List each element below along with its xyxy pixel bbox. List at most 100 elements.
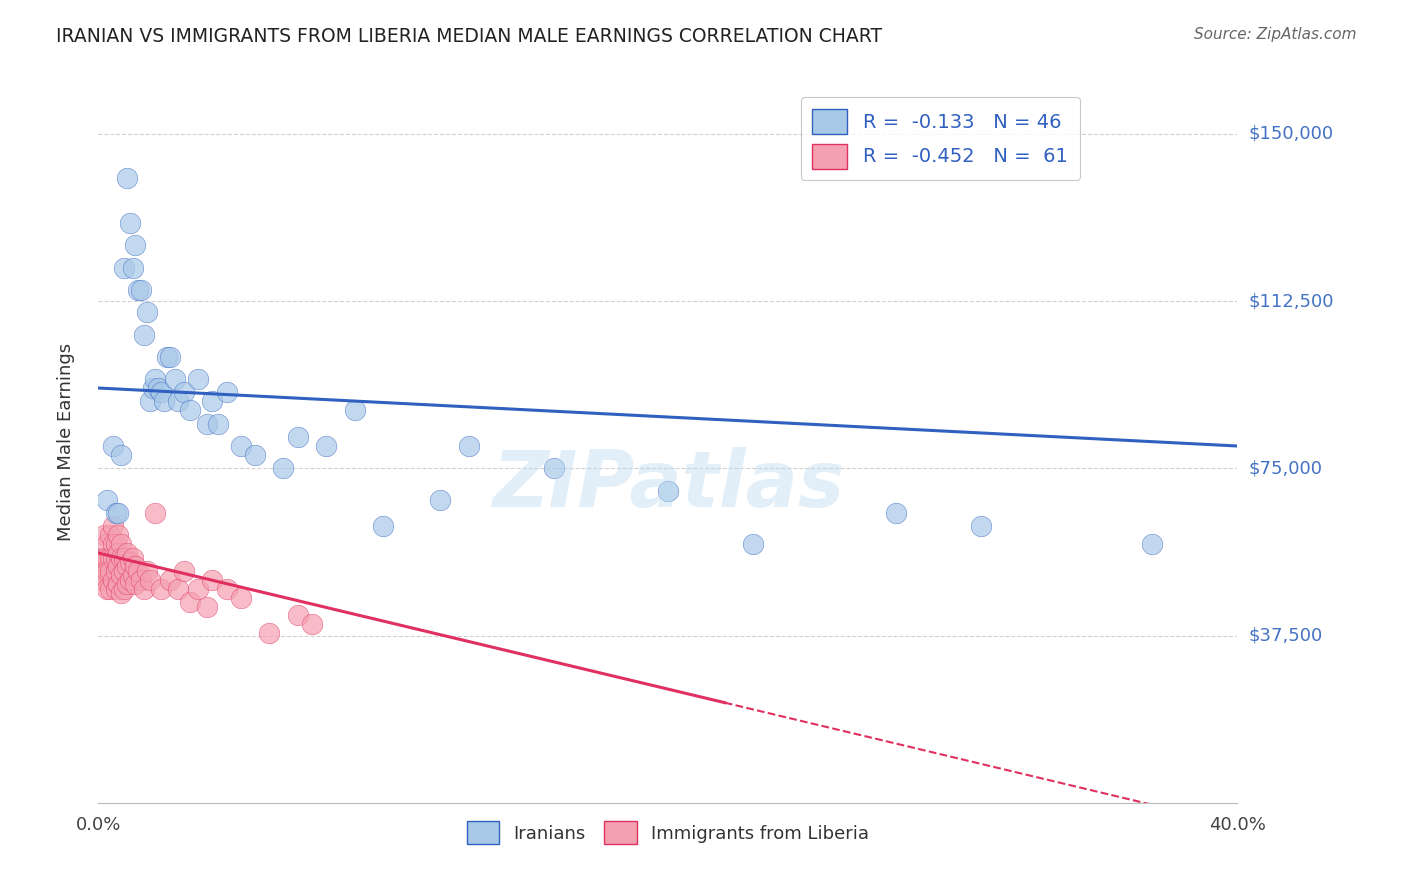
Point (138, 573, 160, 587)
Point (115, 577, 138, 591)
Point (121, 260, 143, 275)
Point (124, 559, 146, 574)
Point (93, 528, 115, 542)
Point (101, 550, 124, 565)
Point (742, 537, 765, 551)
Point (243, 448, 266, 462)
Point (112, 550, 135, 565)
Point (159, 573, 181, 587)
Point (104, 582, 127, 596)
Point (104, 506, 127, 520)
Point (187, 582, 209, 596)
Point (132, 327, 155, 342)
Text: IRANIAN VS IMMIGRANTS FROM LIBERIA MEDIAN MALE EARNINGS CORRELATION CHART: IRANIAN VS IMMIGRANTS FROM LIBERIA MEDIA… (56, 27, 883, 45)
Point (173, 385, 195, 400)
Point (98, 582, 121, 596)
Point (159, 350, 181, 364)
Point (156, 350, 179, 364)
Point (135, 305, 157, 319)
Point (115, 559, 138, 574)
Point (121, 550, 143, 565)
Point (273, 461, 295, 475)
Point (167, 394, 190, 409)
Point (118, 555, 141, 569)
Point (150, 582, 173, 596)
Point (229, 439, 252, 453)
Point (107, 577, 129, 591)
Point (107, 559, 129, 574)
Point (141, 381, 163, 395)
Point (93, 550, 115, 565)
Point (138, 394, 160, 409)
Point (259, 626, 281, 640)
Point (101, 537, 124, 551)
Point (93, 573, 115, 587)
Point (195, 599, 218, 614)
Point (201, 573, 224, 587)
Point (229, 591, 252, 605)
Point (101, 439, 124, 453)
Point (429, 492, 451, 507)
Point (98, 550, 121, 565)
Point (187, 372, 209, 386)
Point (195, 417, 218, 431)
Point (96, 537, 118, 551)
Point (457, 439, 479, 453)
Point (112, 582, 135, 596)
Point (112, 564, 135, 578)
Point (207, 417, 229, 431)
Point (179, 595, 201, 609)
Point (98, 528, 121, 542)
Point (165, 372, 187, 386)
Point (118, 216, 141, 230)
Text: $75,000: $75,000 (1249, 459, 1323, 477)
Point (201, 394, 224, 409)
Point (343, 403, 366, 417)
Point (153, 394, 176, 409)
Point (215, 385, 238, 400)
Point (118, 573, 141, 587)
Point (135, 564, 157, 578)
Point (287, 608, 309, 623)
Point (148, 381, 170, 395)
Point (301, 617, 323, 632)
Point (101, 519, 124, 533)
Point (101, 573, 124, 587)
Point (129, 573, 152, 587)
Point (98, 564, 121, 578)
Point (110, 448, 132, 462)
Point (90, 550, 112, 565)
Point (121, 568, 143, 582)
Point (104, 550, 127, 565)
Point (287, 430, 309, 444)
Point (110, 586, 132, 600)
Point (107, 546, 129, 560)
Point (145, 506, 167, 520)
Point (124, 577, 146, 591)
Point (132, 582, 155, 596)
Point (150, 385, 173, 400)
Point (145, 372, 167, 386)
Point (1140, 537, 1163, 551)
Point (124, 238, 146, 252)
Point (104, 537, 127, 551)
Point (110, 568, 132, 582)
Point (107, 528, 129, 542)
Y-axis label: Median Male Earnings: Median Male Earnings (56, 343, 75, 541)
Point (96, 564, 118, 578)
Point (115, 546, 138, 560)
Text: Source: ZipAtlas.com: Source: ZipAtlas.com (1194, 27, 1357, 42)
Point (657, 483, 679, 498)
Point (173, 564, 195, 578)
Point (127, 564, 149, 578)
Point (96, 550, 118, 565)
Point (112, 260, 135, 275)
Point (884, 506, 907, 520)
Point (373, 519, 395, 533)
Point (127, 283, 149, 297)
Legend: Iranians, Immigrants from Liberia: Iranians, Immigrants from Liberia (460, 814, 876, 852)
Point (543, 461, 565, 475)
Point (104, 564, 127, 578)
Point (110, 550, 132, 565)
Point (167, 582, 190, 596)
